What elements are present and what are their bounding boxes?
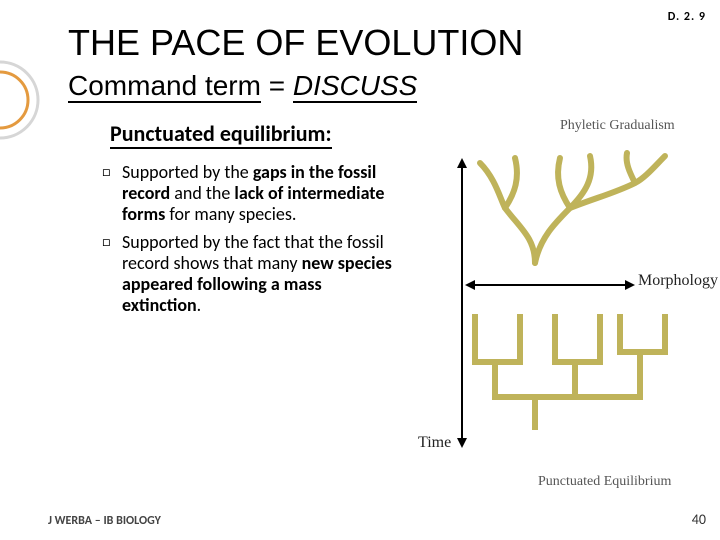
gradualism-tree-icon <box>465 138 685 268</box>
punctuated-label: Punctuated Equilibrium <box>538 474 671 490</box>
command-term-label: Command term <box>68 70 261 103</box>
bullet-list: Supported by the gaps in the fossil reco… <box>102 162 392 323</box>
section-header: Punctuated equilibrium: <box>110 120 332 147</box>
punctuated-tree-icon <box>465 302 685 432</box>
list-item: Supported by the gaps in the fossil reco… <box>102 162 392 226</box>
slide-subtitle: Command term = DISCUSS <box>68 70 417 102</box>
time-axis-label: Time <box>418 434 451 452</box>
footer-author: J WERBA – IB BIOLOGY <box>48 514 161 528</box>
page-number: 40 <box>692 511 706 528</box>
list-item: Supported by the fact that the fossil re… <box>102 232 392 317</box>
morphology-axis-label: Morphology <box>638 272 718 290</box>
evolution-diagram: Phyletic Gradualism Morphology Time Punc… <box>410 118 710 478</box>
morphology-arrow-icon <box>465 278 635 292</box>
corner-decoration <box>0 60 40 140</box>
reference-code: D. 2. 9 <box>668 10 706 24</box>
slide-title: THE PACE OF EVOLUTION <box>68 22 523 64</box>
command-term-value: DISCUSS <box>293 70 417 103</box>
gradualism-label: Phyletic Gradualism <box>560 118 675 134</box>
